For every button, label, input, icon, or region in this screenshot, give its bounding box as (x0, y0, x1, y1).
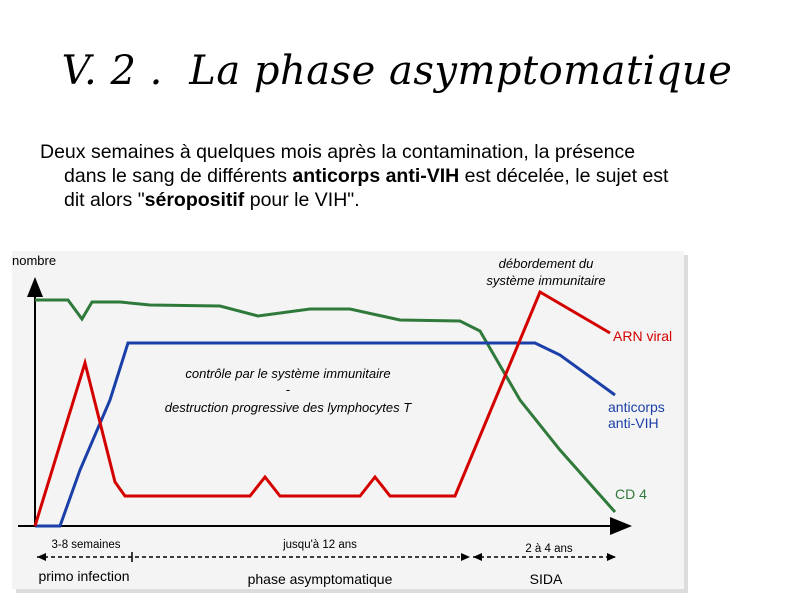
duration-arrow-mid-right (473, 553, 482, 561)
cd4-curve (35, 298, 617, 513)
duration-arrow-mid-left (461, 553, 470, 561)
overflow-annotation-2: système immunitaire (486, 273, 605, 288)
figure-panel (12, 251, 684, 589)
control-annotation: contrôle par le système immunitaire (185, 366, 390, 381)
seropositive-term: séropositif (144, 189, 245, 211)
overflow-annotation-1: débordement du (499, 256, 594, 271)
destruction-annotation: destruction progressive des lymphocytes … (165, 400, 412, 415)
antibody-label-1: anticorps (608, 399, 665, 415)
antibody-label-2: anti-VIH (608, 415, 659, 431)
viral-rna-curve (33, 289, 611, 527)
viral-rna-label: ARN viral (613, 328, 672, 344)
x-axis-arrow (610, 517, 632, 535)
duration-arrow-end (607, 553, 616, 561)
paragraph-line-2-text: dans le sang de différents (64, 165, 293, 187)
intro-paragraph: Deux semaines à quelques mois après la c… (40, 140, 780, 212)
duration-arrow-start (37, 553, 46, 561)
cd4-label: CD 4 (615, 486, 647, 502)
slide-title: V. 2 . La phase asymptomatique (61, 48, 733, 94)
paragraph-line-3-end: pour le VIH". (244, 189, 360, 211)
paragraph-line-2-end: est décelée, le sujet est (459, 165, 669, 187)
y-axis-label: nombre (12, 253, 56, 268)
paragraph-line-1: Deux semaines à quelques mois après la c… (40, 141, 636, 163)
paragraph-line-3-text: dit alors " (64, 189, 145, 211)
hiv-evolution-figure: nombre débordement du système immunitair… (10, 245, 690, 595)
paragraph-line-3: dit alors "séropositif pour le VIH". (40, 188, 780, 212)
figure-canvas: nombre débordement du système immunitair… (12, 251, 688, 593)
phase-asymptomatic: phase asymptomatique (248, 571, 393, 587)
phase-primo: primo infection (38, 568, 129, 584)
duration-primo: 3-8 semaines (51, 539, 120, 551)
antibody-curve (35, 341, 616, 528)
phase-sida: SIDA (530, 571, 563, 587)
duration-asymptomatic: jusqu'à 12 ans (282, 539, 357, 551)
paragraph-line-2: dans le sang de différents anticorps ant… (40, 164, 780, 188)
y-axis-arrow (27, 277, 43, 297)
annotation-dash: - (286, 382, 290, 397)
antibody-term: anticorps anti-VIH (292, 165, 460, 187)
duration-sida: 2 à 4 ans (525, 543, 573, 555)
